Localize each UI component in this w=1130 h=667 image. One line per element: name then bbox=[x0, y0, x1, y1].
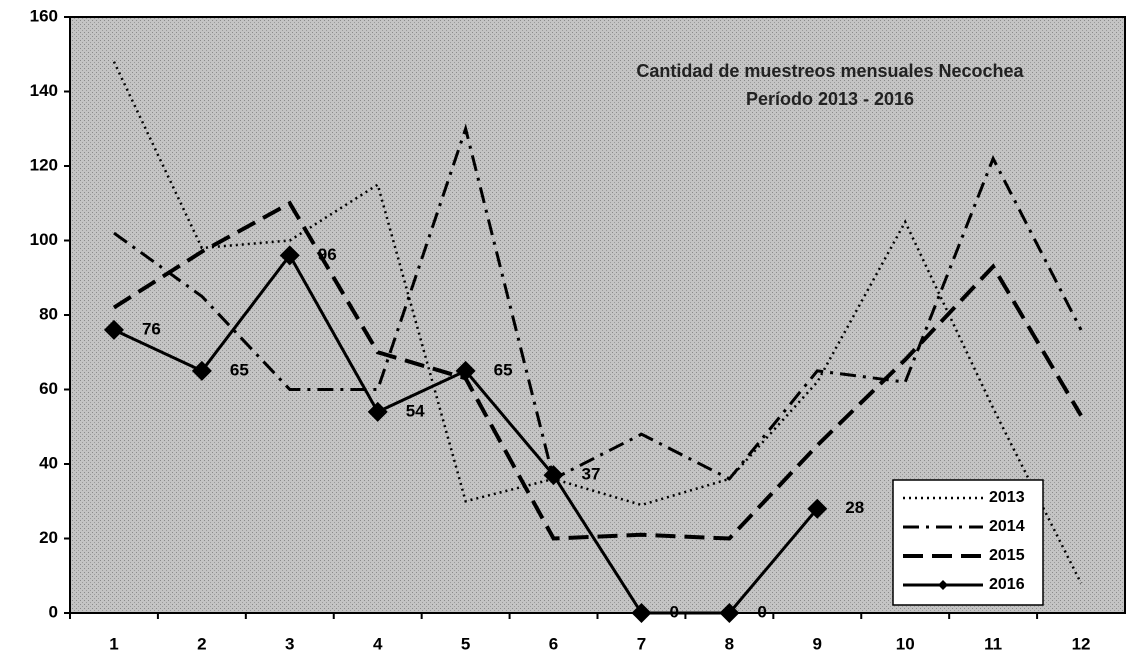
x-tick-label: 10 bbox=[896, 634, 915, 653]
series-line bbox=[112, 200, 1083, 541]
legend-label: 2014 bbox=[989, 518, 1025, 535]
x-tick-label: 6 bbox=[549, 634, 558, 653]
data-label: 54 bbox=[406, 401, 425, 420]
data-label: 37 bbox=[582, 465, 601, 484]
x-tick-label: 4 bbox=[373, 634, 383, 653]
x-tick-label: 8 bbox=[725, 634, 734, 653]
chart-title: Cantidad de muestreos mensuales Necochea bbox=[636, 61, 1024, 81]
marker bbox=[631, 603, 652, 623]
marker bbox=[367, 401, 388, 422]
data-label: 0 bbox=[669, 602, 678, 621]
data-label: 65 bbox=[230, 360, 249, 379]
x-tick-label: 5 bbox=[461, 634, 470, 653]
y-tick-label: 0 bbox=[49, 602, 58, 621]
series-line bbox=[113, 123, 1083, 482]
y-tick-label: 160 bbox=[30, 6, 58, 25]
y-tick-label: 100 bbox=[30, 230, 58, 249]
data-label: 76 bbox=[142, 319, 161, 338]
x-tick-label: 3 bbox=[285, 634, 294, 653]
legend-label: 2015 bbox=[989, 547, 1025, 564]
x-tick-label: 7 bbox=[637, 634, 646, 653]
y-tick-label: 40 bbox=[39, 453, 58, 472]
data-label: 0 bbox=[757, 602, 766, 621]
x-tick-label: 2 bbox=[197, 634, 206, 653]
marker bbox=[279, 245, 300, 266]
y-tick-label: 20 bbox=[39, 528, 58, 547]
legend-marker bbox=[938, 580, 948, 590]
marker bbox=[807, 498, 828, 519]
y-tick-label: 80 bbox=[39, 304, 58, 323]
x-tick-label: 1 bbox=[109, 634, 118, 653]
marker bbox=[543, 465, 564, 486]
x-tick-label: 12 bbox=[1072, 634, 1091, 653]
x-tick-label: 11 bbox=[984, 634, 1002, 653]
marker bbox=[191, 360, 212, 381]
y-tick-label: 120 bbox=[30, 155, 58, 174]
chart-title: Período 2013 - 2016 bbox=[746, 89, 914, 109]
x-tick-label: 9 bbox=[813, 634, 822, 653]
y-tick-label: 140 bbox=[30, 81, 58, 100]
marker bbox=[103, 319, 124, 340]
legend-label: 2013 bbox=[989, 489, 1025, 506]
legend-label: 2016 bbox=[989, 576, 1025, 593]
data-label: 28 bbox=[845, 498, 864, 517]
marker bbox=[455, 360, 476, 381]
marker bbox=[719, 603, 740, 623]
data-label: 96 bbox=[318, 245, 337, 264]
y-tick-label: 60 bbox=[39, 379, 58, 398]
data-label: 65 bbox=[494, 360, 513, 379]
